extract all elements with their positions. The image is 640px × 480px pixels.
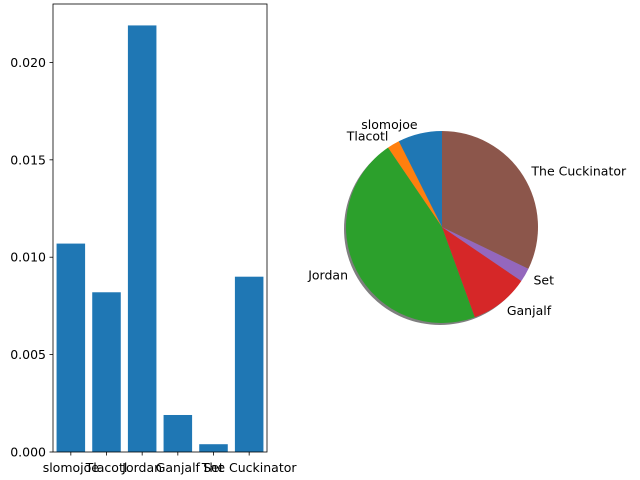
- bar-1: [92, 292, 121, 452]
- x-tick-label: Ganjalf: [156, 460, 201, 475]
- pie-slice-1: [387, 141, 442, 227]
- plot-frame: [52, 3, 268, 453]
- pie-label: Tlacotl: [346, 129, 389, 144]
- y-tick-label: 0.010: [10, 250, 46, 265]
- y-tick-label: 0.020: [10, 55, 46, 70]
- x-tick-label: Set: [203, 460, 224, 475]
- pie-slice-4: [442, 227, 529, 282]
- pie-label: The Cuckinator: [530, 163, 627, 178]
- bar-chart: 0.000 0.005 0.010 0.015 0.020 slomojoeTlacotl…: [10, 3, 298, 475]
- x-tick-label: slomojoe: [43, 460, 100, 475]
- bar-5: [234, 276, 264, 452]
- x-tick-label: Tlacotl: [85, 460, 128, 475]
- bar-3: [163, 414, 193, 452]
- x-tick-label: Jordan: [121, 460, 162, 475]
- y-tick-label: 0.015: [10, 152, 46, 167]
- pie-slice-3: [442, 227, 522, 318]
- pie-label: Set: [533, 272, 554, 287]
- x-tick-label: The Cuckinator: [201, 460, 298, 475]
- y-tick-label: 0.000: [10, 445, 46, 460]
- bar-0: [56, 243, 86, 452]
- bar-4: [199, 444, 228, 452]
- pie-label: slomojoe: [361, 117, 418, 132]
- bar-2: [127, 25, 157, 452]
- pie-label: Ganjalf: [507, 303, 552, 318]
- pie-slice-0: [398, 131, 442, 227]
- pie-label: Jordan: [307, 268, 348, 283]
- y-tick-label: 0.005: [10, 347, 46, 362]
- pie-slice-5: [442, 131, 538, 269]
- pie-slice-2: [346, 147, 475, 324]
